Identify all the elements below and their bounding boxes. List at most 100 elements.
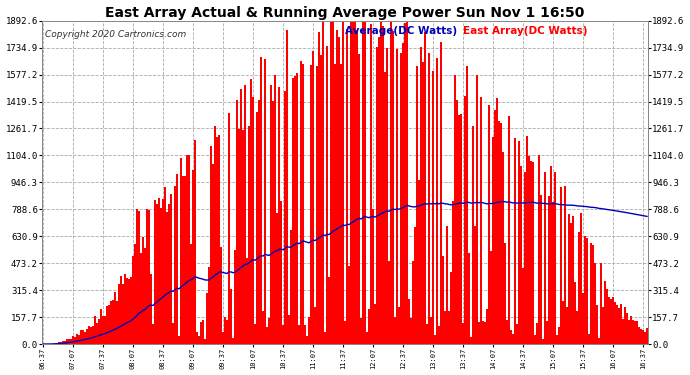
Bar [62, 341, 64, 344]
Bar [564, 186, 566, 344]
Bar [598, 338, 600, 344]
Text: Copyright 2020 Cartronics.com: Copyright 2020 Cartronics.com [45, 30, 186, 39]
Bar [438, 326, 440, 344]
Bar [262, 311, 264, 344]
Bar [296, 73, 298, 344]
Bar [138, 211, 140, 344]
Bar [300, 61, 302, 344]
Bar [364, 16, 366, 344]
Bar [500, 123, 502, 344]
Bar [402, 44, 404, 344]
Bar [208, 267, 210, 344]
Bar [532, 162, 534, 344]
Bar [626, 313, 628, 344]
Bar [246, 258, 248, 344]
Bar [124, 274, 126, 344]
Bar [584, 236, 586, 344]
Bar [384, 72, 386, 344]
Bar [130, 277, 132, 344]
Bar [512, 334, 514, 344]
Bar [502, 152, 504, 344]
Bar [544, 172, 546, 344]
Bar [286, 30, 288, 344]
Bar [486, 309, 488, 344]
Bar [72, 336, 74, 344]
Bar [218, 135, 220, 344]
Bar [606, 289, 608, 344]
Bar [98, 319, 100, 344]
Bar [562, 301, 564, 344]
Bar [126, 278, 128, 344]
Bar [94, 316, 96, 344]
Bar [444, 311, 446, 344]
Bar [580, 213, 582, 344]
Bar [158, 198, 160, 344]
Bar [426, 324, 428, 344]
Bar [506, 320, 508, 344]
Bar [602, 306, 604, 344]
Bar [352, 19, 354, 344]
Bar [612, 297, 614, 344]
Bar [268, 318, 270, 344]
Bar [84, 332, 86, 344]
Bar [576, 310, 578, 344]
Text: East Array(DC Watts): East Array(DC Watts) [463, 26, 588, 36]
Bar [192, 170, 194, 344]
Bar [154, 200, 156, 344]
Bar [588, 334, 590, 344]
Bar [328, 277, 330, 344]
Bar [396, 49, 398, 344]
Bar [346, 29, 348, 344]
Bar [412, 261, 414, 344]
Bar [260, 57, 262, 344]
Bar [320, 55, 322, 344]
Bar [242, 130, 244, 344]
Bar [492, 137, 494, 344]
Bar [616, 305, 618, 344]
Bar [290, 230, 292, 344]
Bar [508, 116, 510, 344]
Bar [524, 172, 526, 344]
Bar [638, 327, 640, 344]
Bar [452, 201, 454, 344]
Bar [642, 330, 644, 344]
Bar [484, 322, 486, 344]
Bar [376, 47, 378, 344]
Bar [114, 292, 116, 344]
Bar [548, 196, 550, 344]
Bar [266, 327, 268, 344]
Bar [594, 263, 596, 344]
Bar [428, 54, 430, 344]
Bar [156, 204, 158, 344]
Bar [464, 96, 466, 344]
Bar [306, 336, 308, 344]
Bar [392, 31, 394, 344]
Bar [600, 263, 602, 344]
Bar [212, 164, 214, 344]
Bar [256, 112, 258, 344]
Bar [494, 110, 496, 344]
Bar [294, 76, 296, 344]
Bar [630, 316, 632, 344]
Bar [496, 98, 498, 344]
Bar [204, 339, 206, 344]
Bar [68, 339, 70, 344]
Bar [614, 302, 616, 344]
Bar [474, 226, 476, 344]
Bar [248, 126, 250, 344]
Bar [106, 306, 108, 344]
Bar [176, 174, 178, 344]
Bar [620, 304, 622, 344]
Bar [66, 339, 68, 344]
Bar [314, 306, 316, 344]
Bar [272, 101, 274, 344]
Bar [230, 289, 232, 344]
Bar [462, 323, 464, 344]
Bar [556, 335, 558, 344]
Bar [148, 210, 150, 344]
Bar [356, 30, 358, 344]
Bar [312, 51, 314, 344]
Bar [144, 248, 146, 344]
Bar [608, 297, 610, 344]
Bar [236, 100, 238, 344]
